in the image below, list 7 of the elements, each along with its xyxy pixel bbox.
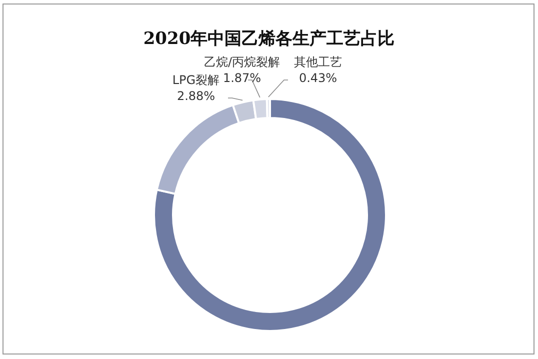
slice-label: LPG裂解 — [172, 73, 220, 87]
slice-label: 其他工艺 — [294, 55, 342, 69]
data-label: 1.87% — [222, 71, 262, 85]
chart-title: 2020年中国乙烯各生产工艺占比 — [143, 29, 395, 49]
slice-label: 乙烷/丙烷裂解 — [204, 55, 280, 69]
data-label: 2.88% — [176, 89, 216, 103]
data-label: 0.43% — [298, 71, 338, 85]
